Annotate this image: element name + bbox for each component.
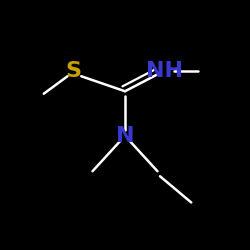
Text: N: N: [116, 126, 134, 146]
Text: S: S: [66, 61, 82, 81]
Text: NH: NH: [146, 61, 184, 81]
